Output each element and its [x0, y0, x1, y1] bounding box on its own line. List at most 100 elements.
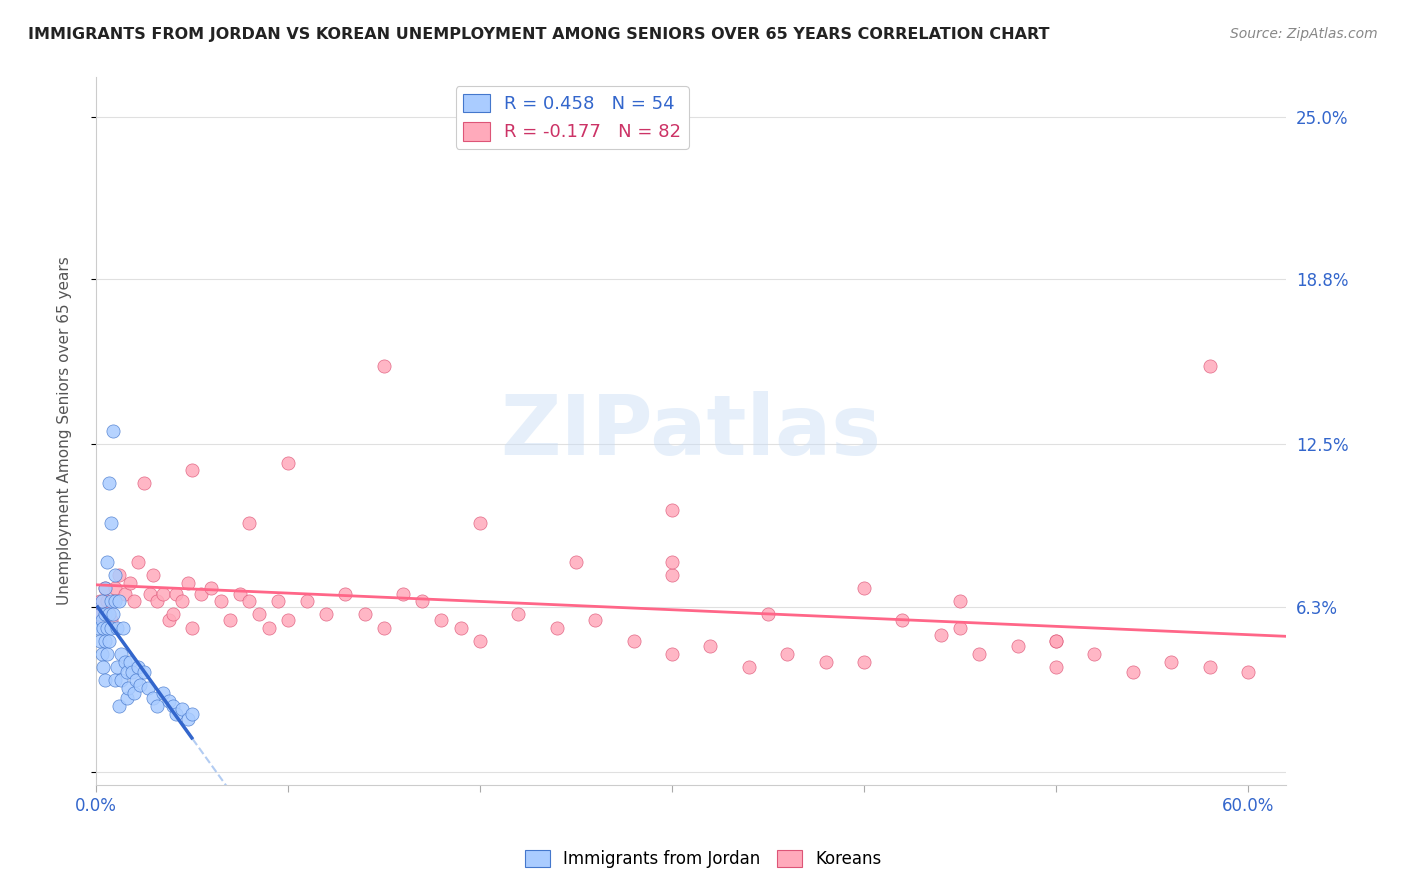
Point	[1083, 647, 1105, 661]
Point	[152, 586, 174, 600]
Point	[108, 568, 131, 582]
Point	[89, 594, 111, 608]
Point	[172, 702, 194, 716]
Point	[165, 706, 187, 721]
Point	[146, 699, 169, 714]
Point	[1007, 639, 1029, 653]
Point	[1198, 359, 1220, 373]
Point	[661, 568, 683, 582]
Point	[127, 660, 149, 674]
Point	[94, 582, 117, 596]
Point	[411, 594, 433, 608]
Point	[229, 586, 252, 600]
Point	[115, 665, 138, 679]
Point	[1122, 665, 1144, 679]
Point	[93, 621, 115, 635]
Point	[90, 607, 112, 622]
Point	[110, 673, 132, 687]
Point	[738, 660, 761, 674]
Point	[162, 607, 184, 622]
Point	[180, 706, 202, 721]
Point	[100, 621, 122, 635]
Point	[1045, 660, 1067, 674]
Point	[373, 621, 395, 635]
Point	[114, 586, 136, 600]
Point	[98, 607, 121, 622]
Point	[90, 594, 112, 608]
Point	[94, 633, 117, 648]
Point	[129, 678, 152, 692]
Point	[353, 607, 375, 622]
Point	[96, 621, 118, 635]
Point	[120, 655, 142, 669]
Point	[115, 691, 138, 706]
Point	[110, 647, 132, 661]
Point	[1160, 655, 1182, 669]
Point	[104, 594, 127, 608]
Point	[94, 607, 117, 622]
Point	[162, 699, 184, 714]
Point	[89, 607, 111, 622]
Point	[468, 633, 491, 648]
Point	[122, 686, 145, 700]
Point	[373, 359, 395, 373]
Point	[1198, 660, 1220, 674]
Point	[96, 647, 118, 661]
Y-axis label: Unemployment Among Seniors over 65 years: Unemployment Among Seniors over 65 years	[58, 257, 72, 606]
Point	[138, 586, 160, 600]
Point	[94, 582, 117, 596]
Point	[335, 586, 357, 600]
Point	[89, 633, 111, 648]
Text: IMMIGRANTS FROM JORDAN VS KOREAN UNEMPLOYMENT AMONG SENIORS OVER 65 YEARS CORREL: IMMIGRANTS FROM JORDAN VS KOREAN UNEMPLO…	[28, 27, 1050, 42]
Point	[157, 613, 180, 627]
Point	[101, 607, 124, 622]
Point	[238, 594, 260, 608]
Point	[219, 613, 242, 627]
Point	[136, 681, 159, 695]
Point	[165, 586, 187, 600]
Point	[114, 655, 136, 669]
Point	[120, 576, 142, 591]
Point	[100, 613, 122, 627]
Point	[776, 647, 799, 661]
Text: ZIPatlas: ZIPatlas	[501, 391, 882, 472]
Point	[392, 586, 415, 600]
Point	[1045, 633, 1067, 648]
Point	[93, 660, 115, 674]
Point	[852, 655, 875, 669]
Point	[209, 594, 232, 608]
Point	[125, 673, 148, 687]
Point	[756, 607, 779, 622]
Point	[623, 633, 645, 648]
Point	[101, 594, 124, 608]
Point	[180, 621, 202, 635]
Point	[177, 712, 200, 726]
Point	[86, 607, 108, 622]
Point	[146, 594, 169, 608]
Point	[852, 582, 875, 596]
Point	[699, 639, 721, 653]
Point	[86, 621, 108, 635]
Point	[108, 594, 131, 608]
Point	[546, 621, 568, 635]
Point	[105, 621, 128, 635]
Point	[450, 621, 472, 635]
Point	[98, 633, 121, 648]
Point	[121, 665, 143, 679]
Point	[267, 594, 290, 608]
Point	[468, 516, 491, 530]
Point	[247, 607, 270, 622]
Point	[142, 568, 165, 582]
Point	[111, 621, 134, 635]
Point	[98, 476, 121, 491]
Point	[277, 613, 299, 627]
Point	[152, 686, 174, 700]
Legend: Immigrants from Jordan, Koreans: Immigrants from Jordan, Koreans	[517, 843, 889, 875]
Point	[127, 555, 149, 569]
Point	[430, 613, 453, 627]
Point	[661, 502, 683, 516]
Point	[949, 594, 972, 608]
Point	[315, 607, 337, 622]
Point	[104, 568, 127, 582]
Point	[929, 628, 952, 642]
